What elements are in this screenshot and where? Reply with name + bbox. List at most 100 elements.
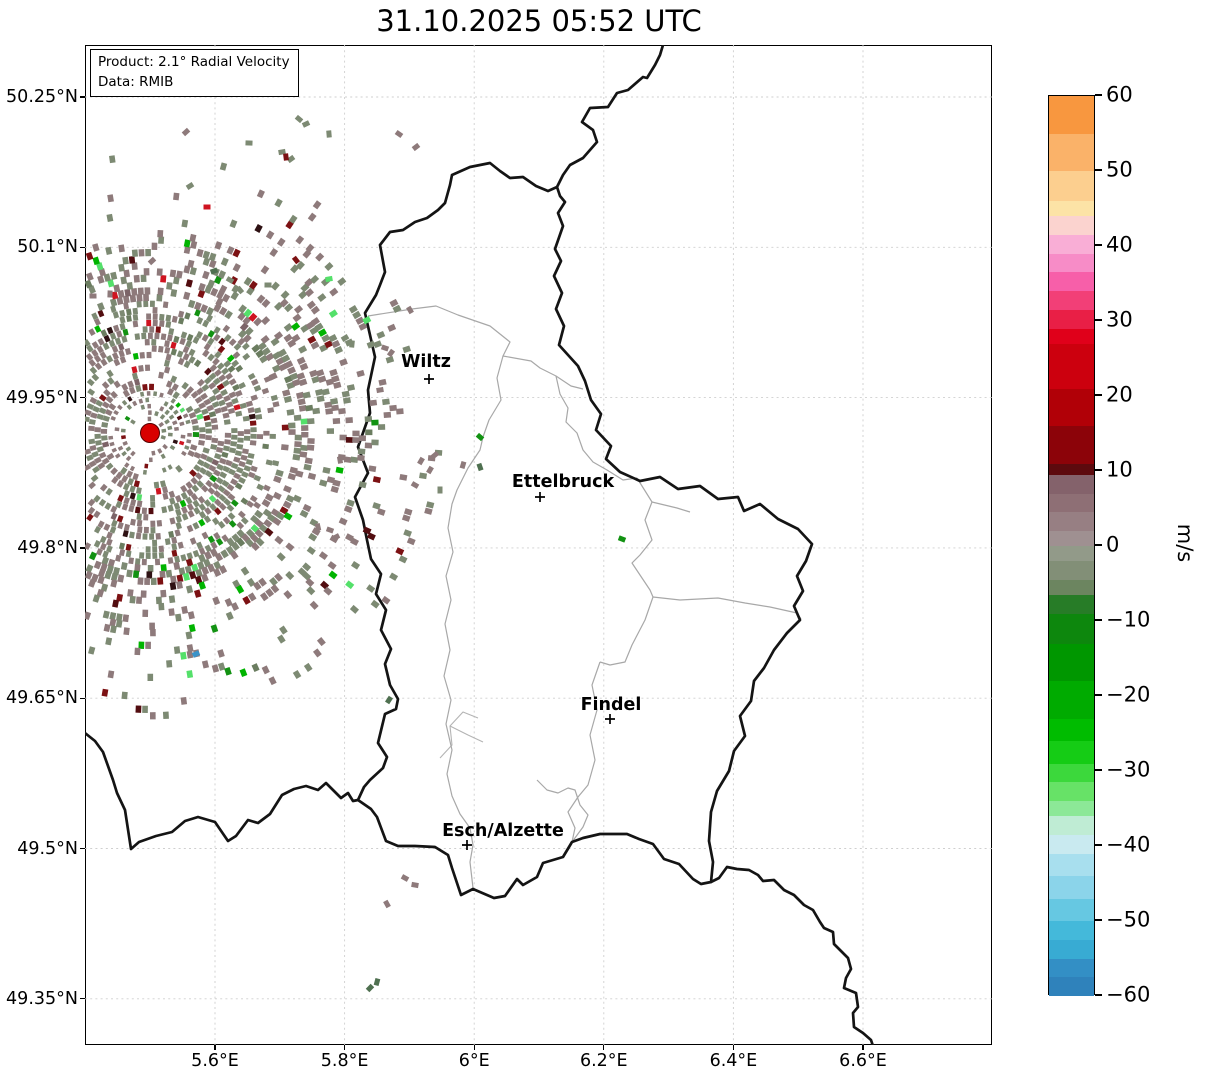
map-canvas: Wiltz Ettelbruck Findel Esch/Alzette (85, 45, 992, 1045)
x-tick-label: 6.4°E (709, 1051, 758, 1071)
district-borders-layer (367, 305, 802, 889)
colorbar-tick-mark (1095, 844, 1102, 846)
colorbar-band (1049, 561, 1094, 580)
colorbar-tick-mark (1095, 469, 1102, 471)
y-tick-label: 49.35°N (6, 988, 78, 1009)
colorbar-band (1049, 977, 1094, 996)
colorbar-band (1049, 681, 1094, 719)
city-label: Ettelbruck (512, 472, 615, 492)
x-tick-mark (473, 1045, 475, 1050)
y-tick-label: 49.95°N (6, 387, 78, 408)
colorbar-band (1049, 426, 1094, 464)
y-tick-label: 49.65°N (6, 688, 78, 709)
colorbar-band (1049, 531, 1094, 546)
city-label: Findel (581, 695, 642, 715)
colorbar-tick-mark (1095, 919, 1102, 921)
x-tick-mark (344, 1045, 346, 1050)
colorbar-band (1049, 474, 1094, 494)
colorbar-band (1049, 594, 1094, 614)
colorbar-tick-mark (1095, 394, 1102, 396)
colorbar-tick-label: −60 (1106, 982, 1151, 1007)
colorbar-tick-label: 10 (1106, 457, 1133, 482)
radar-speckle-layer (85, 114, 627, 993)
colorbar-band (1049, 853, 1094, 876)
city-marker (424, 374, 434, 384)
colorbar-band (1049, 343, 1094, 389)
x-tick-label: 6.6°E (839, 1051, 887, 1071)
colorbar-band (1049, 876, 1094, 899)
colorbar-band (1049, 801, 1094, 816)
colorbar (1048, 95, 1095, 996)
y-tick-mark (80, 697, 85, 699)
colorbar-band (1049, 958, 1094, 978)
x-tick-label: 5.6°E (191, 1051, 239, 1071)
x-tick-mark (862, 1045, 864, 1050)
colorbar-tick-mark (1095, 94, 1102, 96)
colorbar-tick-mark (1095, 619, 1102, 621)
colorbar-band (1049, 546, 1094, 561)
product-line: Product: 2.1° Radial Velocity (98, 54, 290, 70)
colorbar-band (1049, 921, 1094, 940)
colorbar-band (1049, 898, 1094, 921)
y-tick-mark (80, 998, 85, 1000)
x-tick-mark (214, 1045, 216, 1050)
product-info-box: Product: 2.1° Radial Velocity Data: RMIB (90, 49, 299, 98)
colorbar-band (1049, 741, 1094, 764)
city-annotations-layer: Wiltz Ettelbruck Findel Esch/Alzette (140, 352, 642, 850)
colorbar-tick-label: −30 (1106, 757, 1151, 782)
colorbar-band (1049, 816, 1094, 835)
colorbar-tick-mark (1095, 169, 1102, 171)
city-marker (535, 492, 545, 502)
colorbar-tick-label: −50 (1106, 907, 1151, 932)
colorbar-tick-mark (1095, 694, 1102, 696)
x-tick-label: 6°E (458, 1051, 490, 1071)
colorbar-band (1049, 613, 1094, 644)
colorbar-band (1049, 493, 1094, 513)
colorbar-band (1049, 216, 1094, 235)
y-tick-label: 50.25°N (6, 87, 78, 107)
colorbar-tick-mark (1095, 544, 1102, 546)
colorbar-tick-label: 0 (1106, 532, 1120, 557)
city-marker (605, 714, 615, 724)
colorbar-band (1049, 253, 1094, 273)
colorbar-tick-mark (1095, 244, 1102, 246)
colorbar-band (1049, 643, 1094, 681)
x-tick-label: 5.8°E (320, 1051, 369, 1071)
colorbar-tick-label: 30 (1106, 307, 1133, 332)
colorbar-tick-label: −40 (1106, 832, 1151, 857)
colorbar-band (1049, 328, 1094, 344)
x-tick-mark (732, 1045, 735, 1050)
city-label: Esch/Alzette (442, 821, 564, 841)
y-tick-label: 49.5°N (17, 838, 78, 859)
colorbar-band (1049, 463, 1094, 475)
colorbar-tick-label: 60 (1106, 82, 1133, 107)
y-tick-mark (80, 96, 85, 98)
x-tick-label: 6.2°E (579, 1051, 628, 1071)
figure-title: 31.10.2025 05:52 UTC (376, 4, 702, 38)
y-tick-label: 50.1°N (17, 237, 78, 258)
y-tick-mark (80, 246, 85, 248)
colorbar-tick-mark (1095, 769, 1102, 771)
city-label: Wiltz (401, 352, 451, 372)
colorbar-band (1049, 388, 1094, 426)
colorbar-band (1049, 201, 1094, 216)
colorbar-tick-label: 20 (1106, 382, 1133, 407)
colorbar-band (1049, 171, 1094, 201)
colorbar-band (1049, 939, 1094, 959)
colorbar-tick-label: 40 (1106, 232, 1133, 257)
country-borders-layer (85, 45, 875, 1045)
colorbar-band (1049, 579, 1094, 595)
colorbar-band (1049, 291, 1094, 310)
x-tick-mark (603, 1045, 605, 1050)
gridlines-layer (85, 45, 992, 1045)
colorbar-tick-label: 50 (1106, 157, 1133, 182)
colorbar-band (1049, 718, 1094, 741)
colorbar-band (1049, 782, 1094, 801)
colorbar-tick-mark (1095, 319, 1102, 321)
colorbar-tick-mark (1095, 994, 1102, 996)
colorbar-band (1049, 834, 1094, 854)
radar-site-dot (140, 423, 160, 443)
colorbar-band (1049, 96, 1094, 134)
y-tick-mark (80, 397, 85, 399)
